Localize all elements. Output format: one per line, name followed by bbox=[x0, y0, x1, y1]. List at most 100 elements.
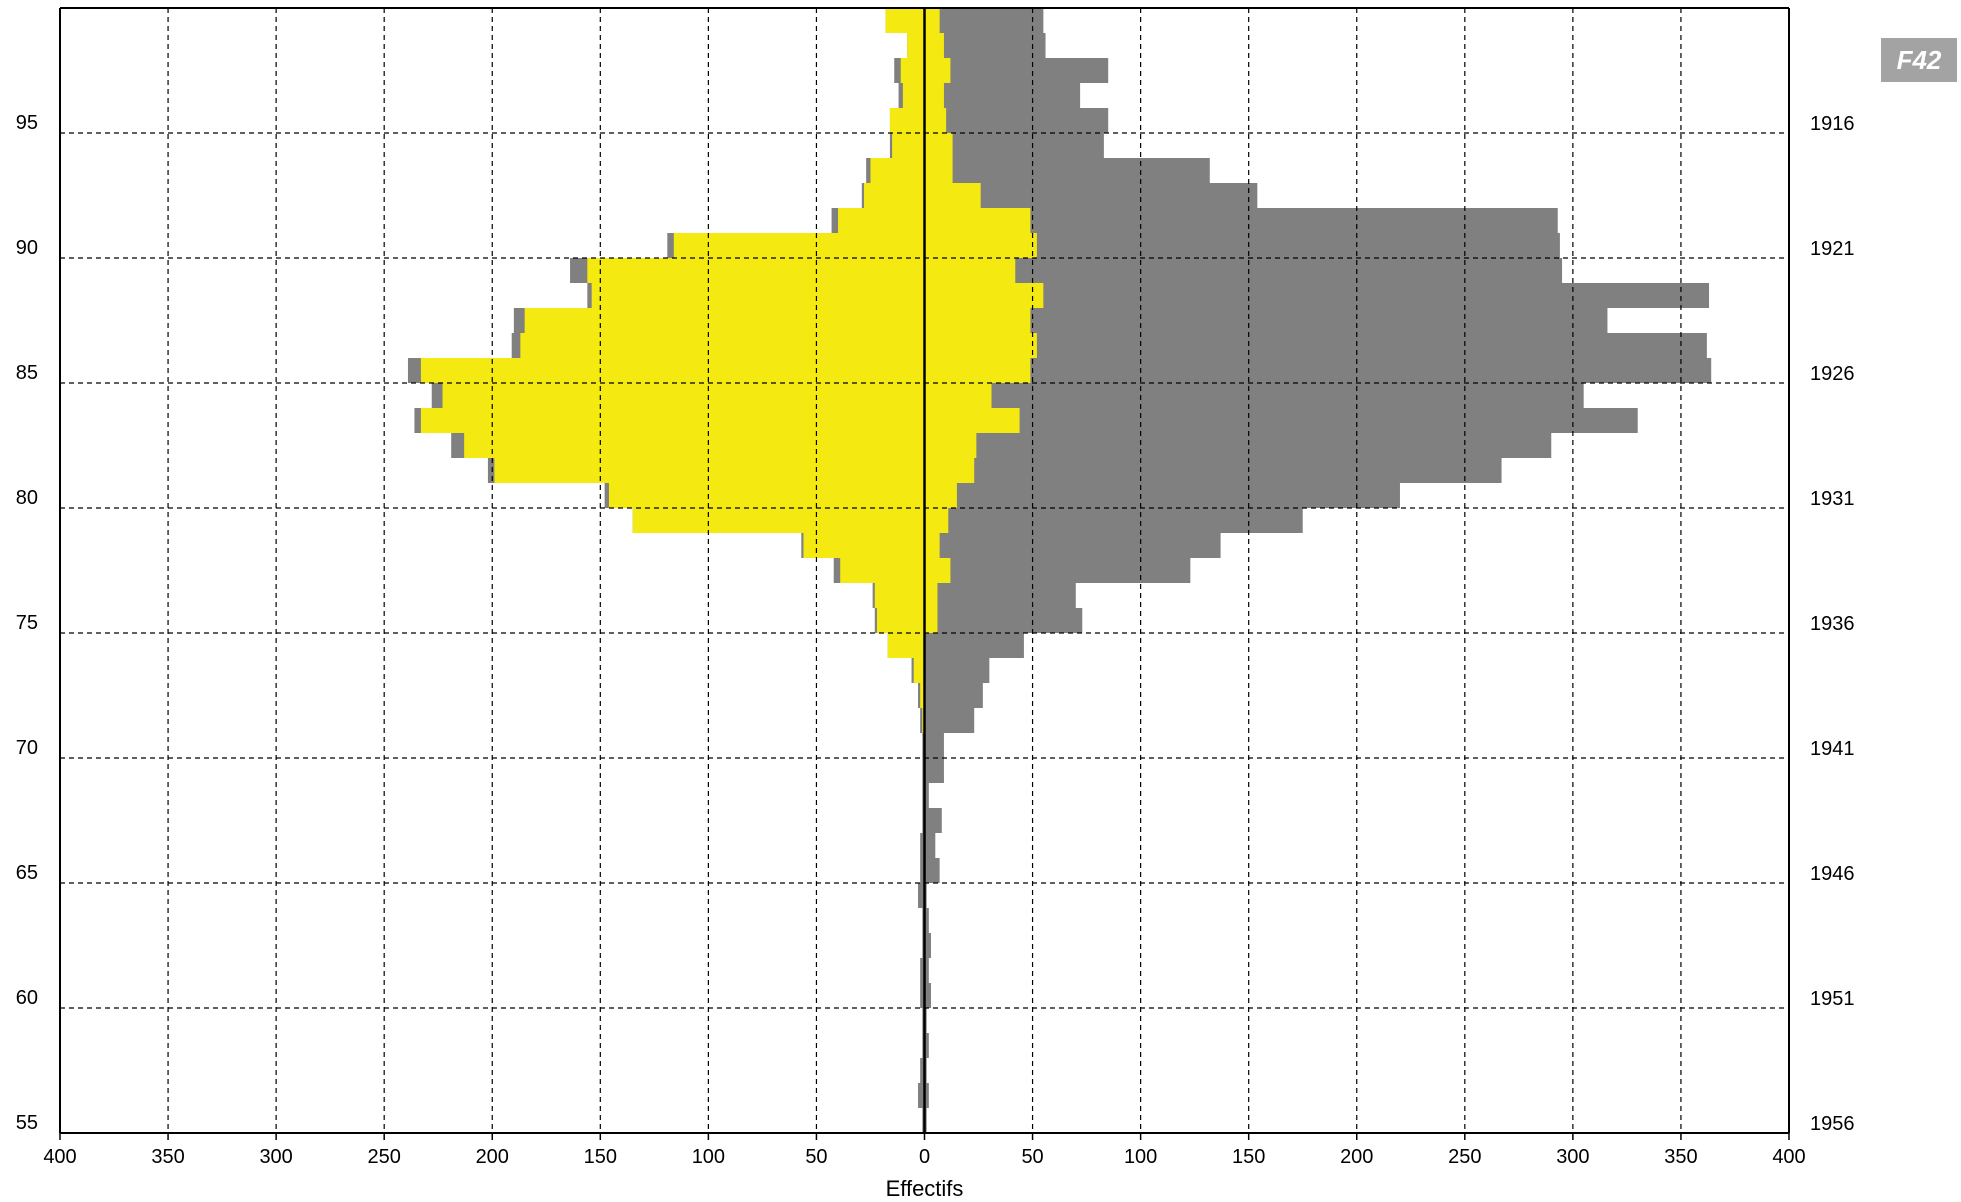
bar-right-72 bbox=[924, 683, 983, 708]
bar-left-76 bbox=[874, 583, 925, 608]
labels-layer: 400 350 300 250 200 150 100 50 0 50 100 150 200 250 30… bbox=[16, 112, 1855, 1201]
bar-right-88 bbox=[924, 283, 1044, 308]
bar-left-80 bbox=[608, 483, 925, 508]
bar-left-83 bbox=[420, 408, 925, 433]
bar-left-97 bbox=[900, 58, 925, 83]
bar-right-78 bbox=[924, 533, 940, 558]
bar-left-89 bbox=[587, 258, 925, 283]
bar-right-89 bbox=[924, 258, 1016, 283]
bar-left-95 bbox=[889, 108, 925, 133]
bar-right-67 bbox=[924, 808, 942, 833]
bar-right-80 bbox=[924, 483, 1400, 508]
bar-right-62 bbox=[924, 933, 931, 958]
bar-right-96 bbox=[924, 83, 944, 108]
bar-right-87 bbox=[924, 308, 1031, 333]
bar-right-74 bbox=[924, 633, 1024, 658]
bar-right-82 bbox=[924, 433, 977, 458]
bar-right-85 bbox=[924, 358, 1712, 383]
x-tick-label: 100 bbox=[692, 1146, 725, 1168]
bar-right-93 bbox=[924, 158, 953, 183]
bar-right-76 bbox=[924, 583, 938, 608]
bar-right-76 bbox=[924, 583, 1076, 608]
bar-right-71 bbox=[924, 708, 975, 733]
bar-left-66 bbox=[920, 833, 925, 858]
bar-right-75 bbox=[924, 608, 1083, 633]
x-tick-label: 0 bbox=[919, 1146, 930, 1168]
x-tick-label: 300 bbox=[259, 1146, 292, 1168]
bar-right-83 bbox=[924, 408, 1020, 433]
bar-right-98 bbox=[924, 33, 1046, 58]
right-year-tick-label: 1921 bbox=[1810, 238, 1855, 260]
bar-right-98 bbox=[924, 33, 944, 58]
left-age-tick-label: 75 bbox=[16, 612, 38, 634]
bar-left-82 bbox=[464, 433, 925, 458]
bar-right-85 bbox=[924, 358, 1031, 383]
x-tick-label: 50 bbox=[805, 1146, 827, 1168]
right-year-tick-label: 1936 bbox=[1810, 613, 1855, 635]
bar-left-94 bbox=[892, 133, 925, 158]
bar-left-90 bbox=[673, 233, 925, 258]
bar-right-94 bbox=[924, 133, 953, 158]
bar-right-89 bbox=[924, 258, 1563, 283]
bar-right-68 bbox=[924, 783, 929, 808]
x-tick-label: 150 bbox=[584, 1146, 617, 1168]
bar-right-75 bbox=[924, 608, 938, 633]
bar-left-81 bbox=[494, 458, 925, 483]
bar-right-97 bbox=[924, 58, 951, 83]
bar-left-56 bbox=[918, 1083, 925, 1108]
bar-left-93 bbox=[870, 158, 925, 183]
bar-left-74 bbox=[887, 633, 925, 658]
bar-left-99 bbox=[885, 8, 925, 33]
left-age-tick-label: 65 bbox=[16, 862, 38, 884]
bar-right-79 bbox=[924, 508, 949, 533]
bar-left-73 bbox=[913, 658, 925, 683]
left-age-tick-label: 80 bbox=[16, 487, 38, 509]
bar-right-80 bbox=[924, 483, 957, 508]
bar-left-75 bbox=[876, 608, 925, 633]
right-year-tick-label: 1946 bbox=[1810, 863, 1855, 885]
bar-right-96 bbox=[924, 83, 1081, 108]
bar-right-84 bbox=[924, 383, 992, 408]
bar-right-91 bbox=[924, 208, 1031, 233]
bar-right-90 bbox=[924, 233, 1037, 258]
bar-right-81 bbox=[924, 458, 1502, 483]
bar-left-85 bbox=[420, 358, 925, 383]
figure-badge: F42 bbox=[1881, 38, 1957, 82]
bar-left-78 bbox=[803, 533, 925, 558]
x-tick-label: 400 bbox=[43, 1146, 76, 1168]
bar-right-77 bbox=[924, 558, 1191, 583]
bar-right-61 bbox=[924, 958, 929, 983]
left-age-tick-label: 90 bbox=[16, 237, 38, 259]
bars-layer bbox=[407, 8, 1712, 1133]
x-tick-label: 100 bbox=[1124, 1146, 1157, 1168]
bar-right-70 bbox=[924, 733, 944, 758]
bar-right-79 bbox=[924, 508, 1303, 533]
bar-right-83 bbox=[924, 408, 1638, 433]
right-year-tick-label: 1956 bbox=[1810, 1113, 1855, 1135]
bar-left-65 bbox=[920, 858, 925, 883]
bar-right-88 bbox=[924, 283, 1710, 308]
bar-left-86 bbox=[520, 333, 925, 358]
bar-right-94 bbox=[924, 133, 1104, 158]
x-tick-label: 250 bbox=[1448, 1146, 1481, 1168]
bar-right-73 bbox=[924, 658, 990, 683]
bar-left-57 bbox=[920, 1058, 925, 1083]
bar-right-58 bbox=[924, 1033, 929, 1058]
bar-left-84 bbox=[442, 383, 925, 408]
bar-left-96 bbox=[902, 83, 925, 108]
x-tick-label: 50 bbox=[1021, 1146, 1043, 1168]
x-tick-label: 150 bbox=[1232, 1146, 1265, 1168]
right-year-tick-label: 1916 bbox=[1810, 113, 1855, 135]
left-age-tick-label: 85 bbox=[16, 362, 38, 384]
bar-left-64 bbox=[918, 883, 925, 908]
bar-left-77 bbox=[840, 558, 925, 583]
bar-right-65 bbox=[924, 858, 940, 883]
bar-right-99 bbox=[924, 8, 1044, 33]
bar-left-91 bbox=[838, 208, 925, 233]
bar-right-93 bbox=[924, 158, 1210, 183]
bar-right-84 bbox=[924, 383, 1584, 408]
bar-right-56 bbox=[924, 1083, 929, 1108]
right-year-tick-label: 1926 bbox=[1810, 363, 1855, 385]
bar-left-72 bbox=[920, 683, 925, 708]
